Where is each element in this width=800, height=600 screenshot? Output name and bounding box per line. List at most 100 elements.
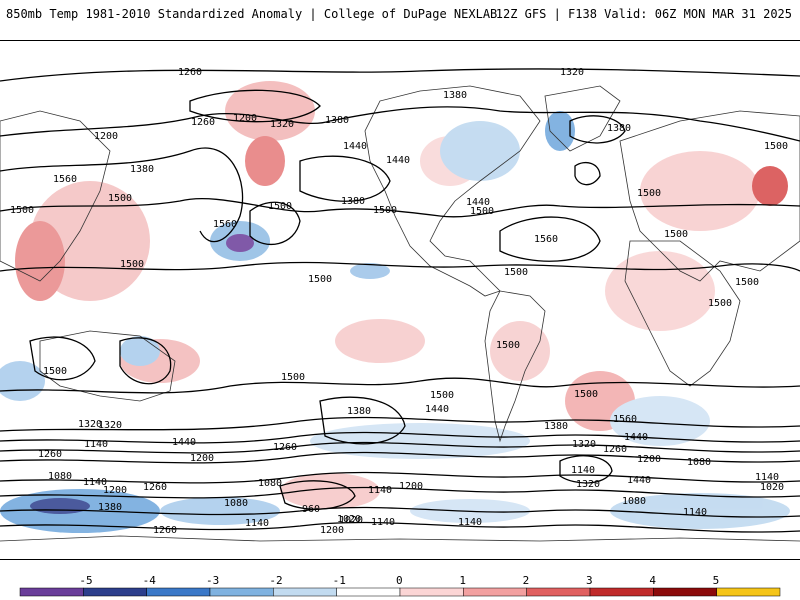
colorbar-tick-label: 4 [649,574,656,587]
contour-label: 1440 [343,141,367,152]
contour-label: 1440 [386,155,410,166]
contour-label: 1320 [98,420,122,431]
contour-label: 1260 [153,525,177,536]
contour-label: 1500 [470,206,494,217]
contour-label: 1260 [191,117,215,128]
contour-label: 1200 [233,113,257,124]
contour-label: 1380 [130,164,154,175]
contour-label: 1320 [270,119,294,130]
contour-label: 1140 [83,477,107,488]
map-title: 850mb Temp 1981-2010 Standardized Anomal… [6,7,498,21]
contour-label: 1320 [572,439,596,450]
colorbar-tick-label: -5 [79,574,92,587]
anomaly-cool-patch [610,493,790,529]
contour-label: 1260 [273,442,297,453]
contour-label: 1140 [368,485,392,496]
contour-label: 1500 [108,193,132,204]
contour-label: 1020 [337,514,361,525]
contour-labels: 1260 1320 1380 1200 1260 1320 1380 1200 … [10,67,788,536]
contour-label: 1500 [574,389,598,400]
contour-label: 1380 [341,196,365,207]
colorbar-tick-label: -2 [269,574,282,587]
anomaly-warm-patch [15,221,65,301]
contour-label: 1500 [10,205,34,216]
contour-label: 1500 [430,390,454,401]
colorbar-segment [83,587,147,597]
contour-label: 1200 [637,454,661,465]
contour-label: 1500 [637,188,661,199]
colorbar-segment [589,587,654,597]
contour-label: 1380 [443,90,467,101]
colorbar-tick-label: 5 [713,574,720,587]
anomaly-cool-patch [30,498,90,514]
contour-label: 1560 [213,219,237,230]
contour-label: 1440 [627,475,651,486]
coastline-north-america [364,85,541,297]
contour-label: 1260 [178,67,202,78]
anomaly-warm-patch [605,251,715,331]
colorbar-segment [399,587,464,597]
contour-label: 1380 [98,502,122,513]
contour-label: 1260 [38,449,62,460]
contour-label: 1500 [120,259,144,270]
contour-label: 1140 [371,517,395,528]
colorbar-segment [463,587,527,597]
contour-label: 1500 [281,372,305,383]
contour-label: 1320 [78,419,102,430]
contour-label: 1500 [735,277,759,288]
contour-label: 1320 [560,67,584,78]
map-header: 850mb Temp 1981-2010 Standardized Anomal… [0,0,800,34]
anomaly-warm-patch [490,321,550,381]
contour-label: 960 [302,504,320,515]
model-run-info: 12Z GFS | F138 Valid: 06Z MON MAR 31 202… [495,7,792,21]
colorbar-segment [526,587,591,597]
contour-label: 1020 [760,482,784,493]
anomaly-warm-patch [280,473,380,509]
anomaly-cool-patch [350,263,390,279]
contour-label: 1080 [224,498,248,509]
contour-label: 1500 [43,366,67,377]
contour-label: 1140 [458,517,482,528]
colorbar-tick-label: 3 [586,574,593,587]
colorbar-segment [716,587,781,597]
world-map: 1260 1320 1380 1200 1260 1320 1380 1200 … [0,40,800,560]
contour-label: 1500 [664,229,688,240]
coastline-asia-west [0,110,111,282]
contour-label: 1200 [103,485,127,496]
map-svg: 1260 1320 1380 1200 1260 1320 1380 1200 … [0,67,800,542]
contour-label: 1200 [399,481,423,492]
coastline-greenland [544,85,621,152]
height-contours [0,68,800,533]
contour-label: 1500 [504,267,528,278]
colorbar-segment [146,587,211,597]
colorbar-tick-label: 2 [523,574,530,587]
contour-label: 1440 [172,437,196,448]
contour-label: 1080 [687,457,711,468]
contour-label: 1080 [622,496,646,507]
colorbar-tick-label: -4 [143,574,157,587]
anomaly-warm-patch [225,81,315,141]
contour-label: 1320 [576,479,600,490]
contour-label: 1380 [347,406,371,417]
contour-label: 1560 [534,234,558,245]
contour-label: 1380 [544,421,568,432]
contour-label: 1440 [425,404,449,415]
anomaly-cool-patch [610,396,710,446]
contour-label: 1500 [308,274,332,285]
contour-label: 1260 [143,482,167,493]
anomaly-warm-patch [245,136,285,186]
coastline-eurasia [619,110,800,282]
anomaly-cool-patch [0,361,45,401]
colorbar-tick-label: -3 [206,574,219,587]
colorbar-tick-label: 0 [396,574,403,587]
contour-label: 1200 [190,453,214,464]
colorbar-tick-label: -1 [333,574,346,587]
colorbar-tick-label: 1 [459,574,466,587]
contour-label: 1500 [268,201,292,212]
coastline-africa [624,240,741,387]
contour-label: 1140 [683,507,707,518]
contour-label: 1140 [755,472,779,483]
colorbar-segment [336,587,401,597]
contour-label: 1560 [613,414,637,425]
anomaly-cool-patch [545,111,575,151]
